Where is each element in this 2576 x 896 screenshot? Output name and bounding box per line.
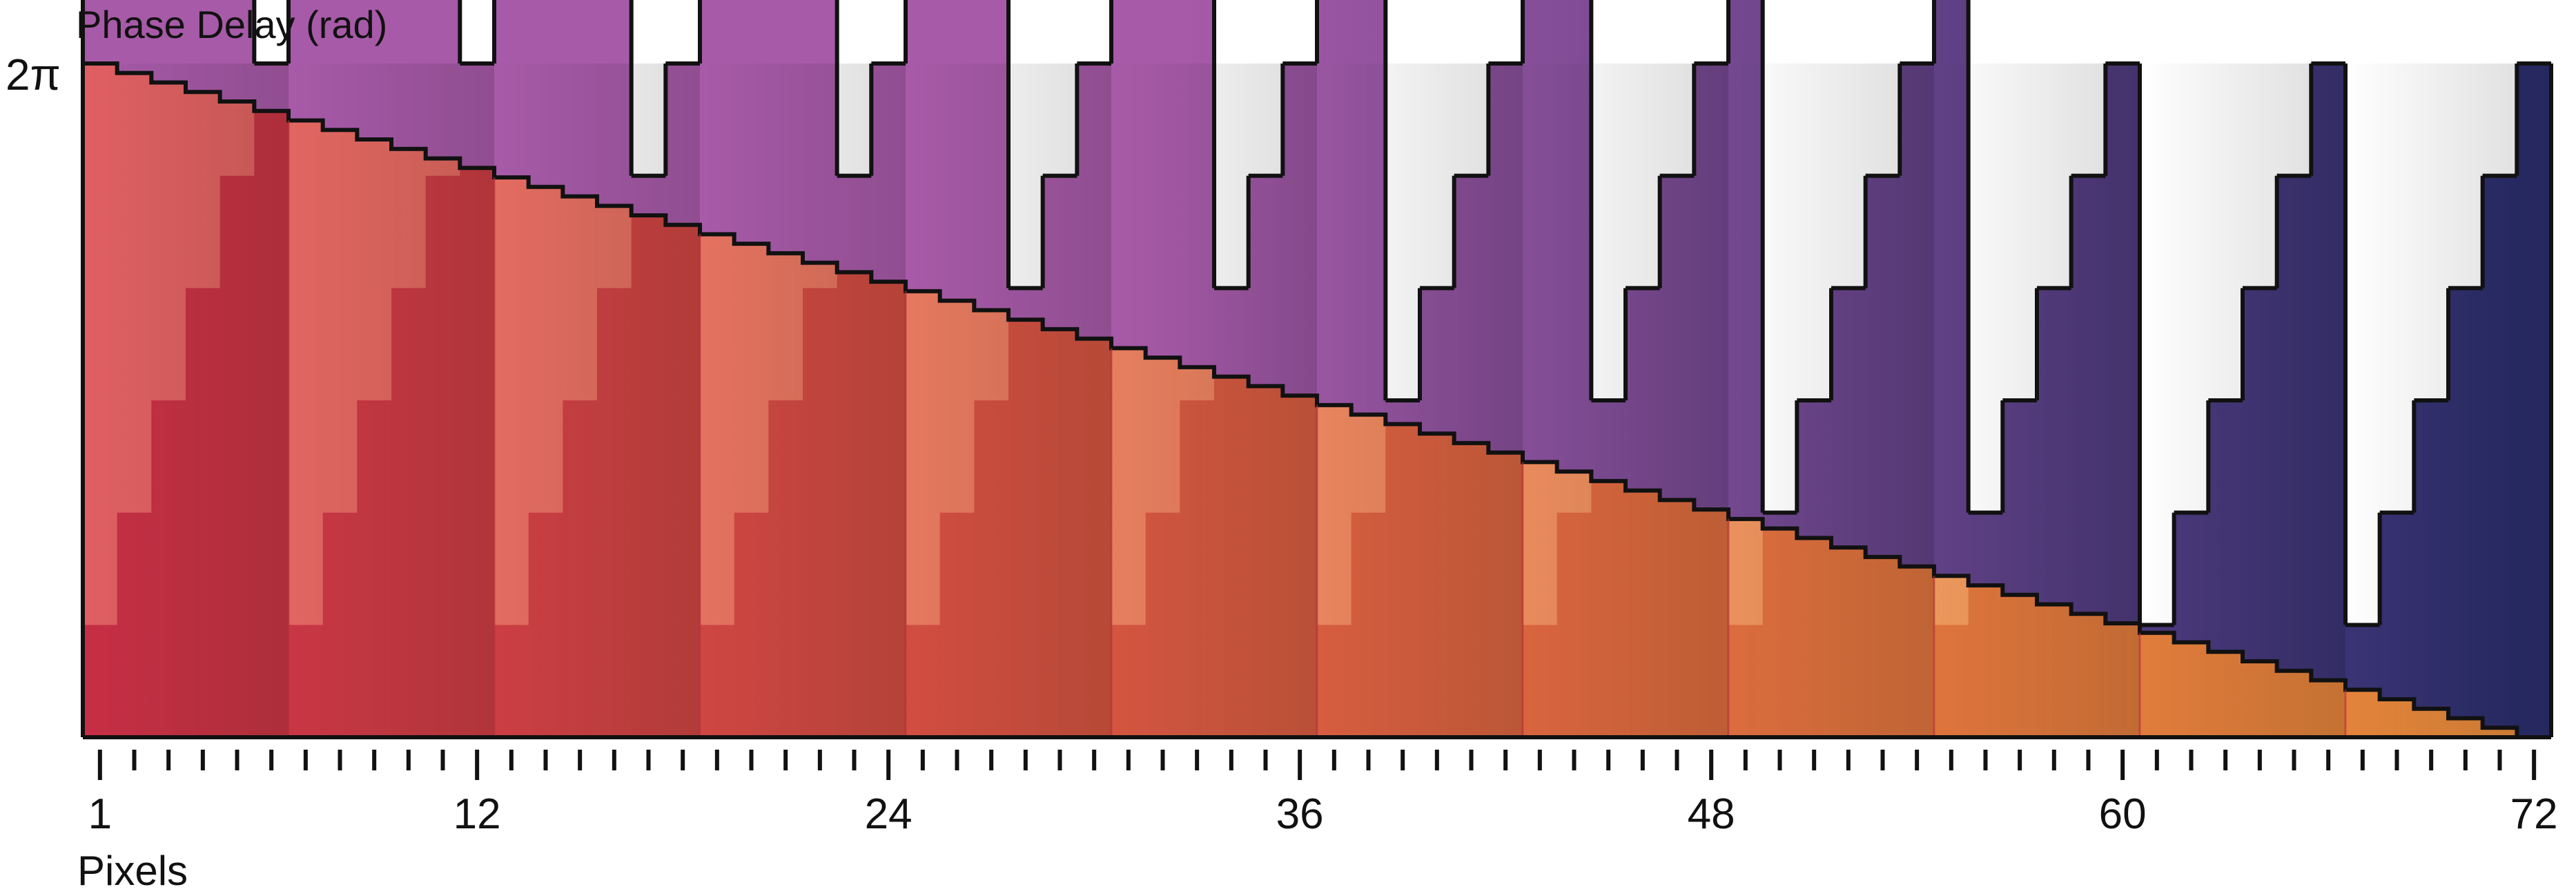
x-tick-label: 60	[2099, 790, 2147, 838]
x-tick-marks	[97, 750, 2537, 780]
x-tick-label: 12	[453, 790, 501, 838]
difference-bar	[117, 0, 152, 73]
y-tick-label-2pi: 2π	[6, 50, 61, 99]
x-tick-label: 24	[865, 790, 913, 838]
x-tick-label: 36	[1276, 790, 1324, 838]
period-shade	[494, 64, 700, 737]
period-shade	[289, 64, 494, 737]
x-tick-labels: 1 12 24 36 48 60 72	[88, 790, 2558, 838]
x-axis-label: Pixels	[77, 848, 188, 894]
period-shade	[83, 64, 289, 737]
period-shade	[700, 64, 906, 737]
y-axis-label: Phase Delay (rad)	[76, 3, 387, 46]
difference-bar	[83, 0, 118, 64]
x-tick-label: 1	[88, 790, 112, 838]
x-tick-label: 48	[1688, 790, 1735, 838]
x-tick-label: 72	[2510, 790, 2558, 838]
series-outlines	[81, 0, 2553, 739]
